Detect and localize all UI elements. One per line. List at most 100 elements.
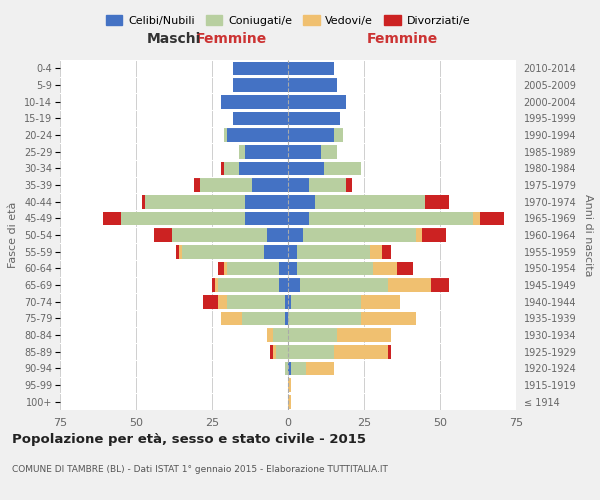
Bar	[288, 295, 291, 308]
Bar	[233, 62, 288, 75]
Bar	[322, 145, 337, 158]
Bar	[224, 162, 239, 175]
Bar	[397, 262, 413, 275]
Bar	[422, 228, 446, 242]
Bar	[370, 245, 382, 258]
Bar	[221, 162, 224, 175]
Bar	[473, 212, 479, 225]
Bar	[145, 195, 245, 208]
Bar	[212, 278, 215, 292]
Bar	[425, 195, 449, 208]
Bar	[285, 362, 288, 375]
Bar	[176, 245, 179, 258]
Bar	[227, 128, 288, 142]
Bar	[239, 162, 288, 175]
Bar	[309, 178, 346, 192]
Bar	[218, 278, 279, 292]
Legend: Celibi/Nubili, Coniugati/e, Vedovi/e, Divorziati/e: Celibi/Nubili, Coniugati/e, Vedovi/e, Di…	[101, 10, 475, 30]
Bar	[279, 278, 288, 292]
Bar	[273, 328, 288, 342]
Bar	[233, 78, 288, 92]
Bar	[245, 145, 288, 158]
Bar	[218, 262, 224, 275]
Bar	[263, 245, 288, 258]
Bar	[267, 228, 288, 242]
Bar	[288, 345, 334, 358]
Bar	[221, 312, 242, 325]
Bar	[297, 262, 373, 275]
Bar	[285, 312, 288, 325]
Bar	[233, 112, 288, 125]
Bar	[288, 128, 334, 142]
Bar	[306, 362, 334, 375]
Bar	[279, 262, 288, 275]
Bar	[288, 112, 340, 125]
Bar	[242, 312, 285, 325]
Bar	[288, 178, 309, 192]
Bar	[288, 212, 309, 225]
Bar	[291, 362, 306, 375]
Bar	[325, 162, 361, 175]
Bar	[276, 345, 288, 358]
Bar	[288, 245, 297, 258]
Bar	[373, 262, 397, 275]
Y-axis label: Fasce di età: Fasce di età	[8, 202, 19, 268]
Bar	[288, 395, 291, 408]
Bar	[431, 278, 449, 292]
Text: Femmine: Femmine	[196, 32, 266, 46]
Bar	[179, 245, 182, 258]
Bar	[288, 228, 303, 242]
Bar	[382, 245, 391, 258]
Text: Maschi: Maschi	[147, 32, 201, 46]
Bar	[334, 128, 343, 142]
Bar	[300, 278, 388, 292]
Bar	[479, 212, 504, 225]
Bar	[346, 178, 352, 192]
Bar	[245, 212, 288, 225]
Bar	[270, 345, 273, 358]
Bar	[361, 295, 400, 308]
Bar	[251, 178, 288, 192]
Bar	[285, 295, 288, 308]
Bar	[337, 328, 391, 342]
Bar	[291, 295, 361, 308]
Bar	[303, 228, 416, 242]
Bar	[267, 328, 273, 342]
Y-axis label: Anni di nascita: Anni di nascita	[583, 194, 593, 276]
Bar	[416, 228, 422, 242]
Bar	[288, 278, 300, 292]
Bar	[194, 178, 200, 192]
Bar	[218, 295, 227, 308]
Bar	[288, 62, 334, 75]
Bar	[297, 245, 370, 258]
Text: COMUNE DI TAMBRE (BL) - Dati ISTAT 1° gennaio 2015 - Elaborazione TUTTITALIA.IT: COMUNE DI TAMBRE (BL) - Dati ISTAT 1° ge…	[12, 466, 388, 474]
Bar	[388, 345, 391, 358]
Bar	[215, 278, 218, 292]
Bar	[273, 345, 276, 358]
Bar	[288, 162, 325, 175]
Bar	[221, 95, 288, 108]
Text: Femmine: Femmine	[367, 32, 437, 46]
Bar	[288, 78, 337, 92]
Bar	[288, 262, 297, 275]
Bar	[172, 228, 267, 242]
Bar	[224, 262, 227, 275]
Bar	[103, 212, 121, 225]
Bar	[334, 345, 388, 358]
Bar	[288, 95, 346, 108]
Bar	[288, 312, 361, 325]
Bar	[288, 145, 322, 158]
Bar	[309, 212, 473, 225]
Bar	[203, 295, 218, 308]
Bar	[227, 295, 285, 308]
Bar	[388, 278, 431, 292]
Bar	[121, 212, 245, 225]
Bar	[245, 195, 288, 208]
Bar	[316, 195, 425, 208]
Bar	[142, 195, 145, 208]
Bar	[288, 362, 291, 375]
Bar	[288, 328, 337, 342]
Text: Popolazione per età, sesso e stato civile - 2015: Popolazione per età, sesso e stato civil…	[12, 432, 366, 446]
Bar	[239, 145, 245, 158]
Bar	[288, 195, 316, 208]
